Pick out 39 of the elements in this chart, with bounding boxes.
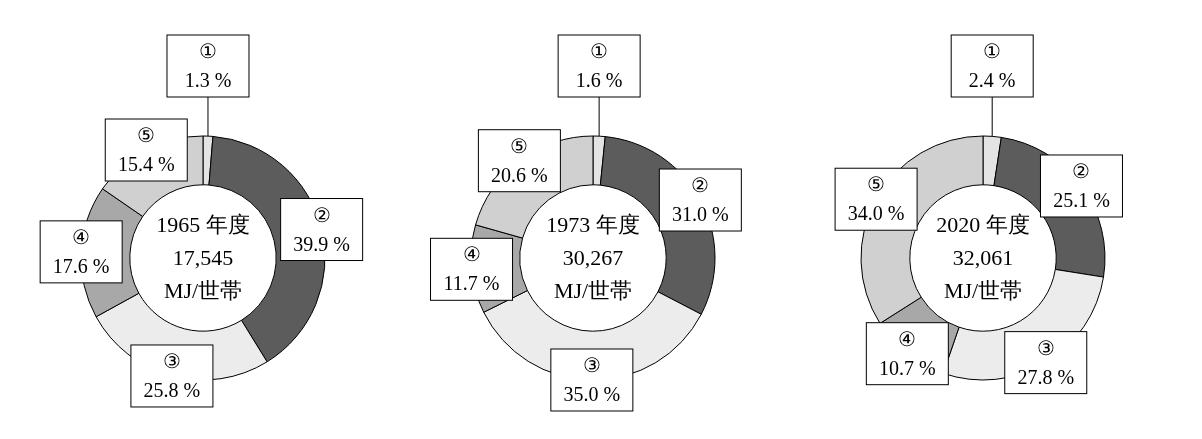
data-label: 35.0 % bbox=[563, 382, 621, 405]
text: 17,545 bbox=[171, 244, 235, 272]
text: 2020 年度 bbox=[935, 211, 1031, 239]
data-label: 1.3 % bbox=[184, 69, 232, 91]
data-label: 1.6 % bbox=[575, 69, 623, 91]
data-label: 25.1 % bbox=[1053, 188, 1110, 211]
data-label: 11.7 % bbox=[443, 272, 500, 295]
slice-label: ⑤ bbox=[510, 134, 529, 157]
data-label: 31.0 % bbox=[672, 203, 729, 226]
slice-label: ② bbox=[1072, 159, 1091, 182]
data-label: 2.4 % bbox=[968, 69, 1016, 91]
text: MJ/世帯 bbox=[162, 277, 244, 305]
text: MJ/世帯 bbox=[552, 277, 634, 305]
text: 1973 年度 bbox=[545, 211, 641, 239]
data-label: 20.6 % bbox=[491, 163, 548, 186]
slice-label: ③ bbox=[1036, 336, 1055, 359]
slice-label: ④ bbox=[898, 327, 917, 350]
slice-label: ② bbox=[312, 203, 331, 226]
data-label: 15.4 % bbox=[117, 153, 175, 175]
slice-label: ① bbox=[983, 40, 1002, 62]
slice-label: ④ bbox=[72, 225, 91, 248]
data-label: 17.6 % bbox=[52, 254, 110, 277]
text: 1965 年度 bbox=[155, 211, 251, 239]
data-label: 34.0 % bbox=[847, 202, 905, 225]
slice-label: ③ bbox=[582, 353, 601, 376]
slice-label: ③ bbox=[162, 349, 181, 372]
slice-label: ⑤ bbox=[867, 173, 886, 196]
data-label: 25.8 % bbox=[143, 378, 201, 401]
slice-label: ① bbox=[590, 40, 609, 62]
slice-label: ⑤ bbox=[137, 124, 156, 146]
data-label: 27.8 % bbox=[1017, 365, 1075, 388]
slice-label: ④ bbox=[462, 243, 481, 266]
slice-label: ① bbox=[198, 40, 217, 62]
text: MJ/世帯 bbox=[942, 277, 1024, 305]
text: 32,061 bbox=[951, 244, 1015, 272]
data-label: 39.9 % bbox=[293, 232, 350, 255]
text: 30,267 bbox=[561, 244, 625, 272]
data-label: 10.7 % bbox=[878, 356, 936, 379]
slice-label: ② bbox=[691, 174, 710, 197]
